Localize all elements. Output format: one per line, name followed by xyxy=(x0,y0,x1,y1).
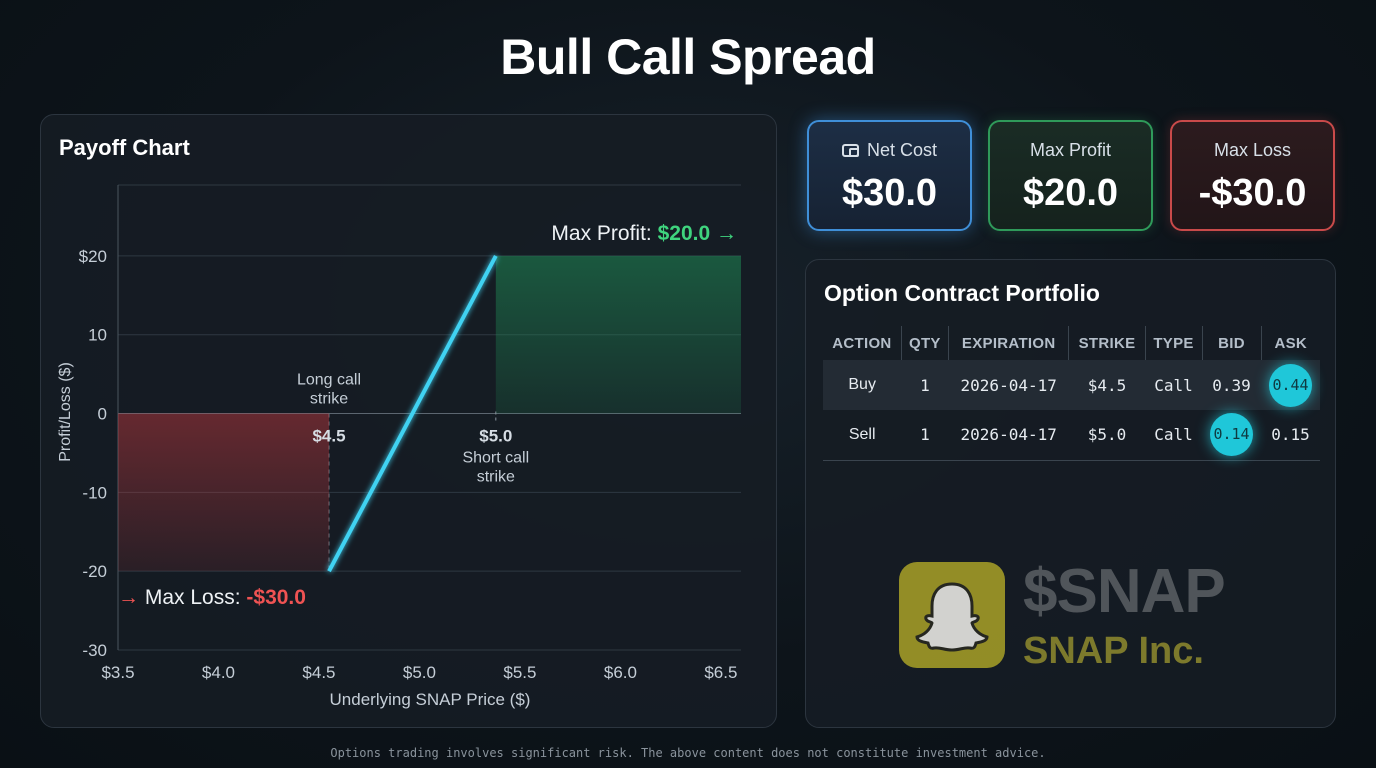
col-expiration: EXPIRATION xyxy=(947,326,1069,360)
cell-action: Sell xyxy=(823,410,902,461)
y-tick-label: 10 xyxy=(88,326,107,345)
cell-ask: 0.15 xyxy=(1261,410,1320,461)
page-title: Bull Call Spread xyxy=(500,29,876,85)
profit-area xyxy=(495,255,741,414)
max-profit-label: Max Profit xyxy=(1029,140,1112,160)
col-action: ACTION xyxy=(832,334,892,352)
col-ask: ASK xyxy=(1260,326,1320,360)
table-row[interactable]: Buy 1 2026-04-17 $4.5 Call 0.39 0.44 xyxy=(823,360,1320,410)
arrow-right-icon: → xyxy=(118,586,145,609)
cell-strike: $4.5 xyxy=(1068,360,1146,410)
y-tick-label: -10 xyxy=(82,483,107,502)
cell-bid: 0.39 xyxy=(1202,360,1261,410)
cell-qty: 1 xyxy=(901,410,949,461)
col-strike: STRIKE xyxy=(1068,326,1146,360)
x-axis-label: Underlying SNAP Price ($) xyxy=(330,690,531,709)
arrow-right-icon: → xyxy=(716,222,737,245)
long-strike-caption: strike xyxy=(310,391,348,408)
cell-type: Call xyxy=(1145,360,1203,410)
cell-qty: 1 xyxy=(901,360,949,410)
payoff-chart-panel: Payoff Chart Max Profit: $20.0 → → Max Lo… xyxy=(40,114,777,728)
y-tick-label: -20 xyxy=(82,562,107,581)
max-loss-annotation-label: Max Loss: xyxy=(145,586,247,609)
long-strike-caption: Long call xyxy=(297,372,361,389)
risk-disclaimer: Options trading involves significant ris… xyxy=(330,746,1046,760)
x-tick-label: $5.5 xyxy=(503,663,536,682)
x-tick-label: $6.0 xyxy=(604,663,637,682)
cell-type: Call xyxy=(1145,410,1203,461)
long-strike-price: $4.5 xyxy=(312,427,345,446)
loss-area xyxy=(118,413,330,572)
cell-expiration: 2026-04-17 xyxy=(948,360,1069,410)
option-portfolio-panel: Option Contract Portfolio ACTION QTY EXP… xyxy=(805,259,1336,728)
ghost-icon xyxy=(915,582,989,652)
col-type: TYPE xyxy=(1144,326,1203,360)
cell-action: Buy xyxy=(823,360,902,410)
col-qty: QTY xyxy=(900,326,949,360)
max-profit-annotation: Max Profit: $20.0 → xyxy=(551,222,737,245)
y-tick-label: $20 xyxy=(79,247,107,266)
cell-ask: 0.44 xyxy=(1261,360,1320,410)
short-strike-caption: strike xyxy=(477,469,515,486)
max-profit-value: $20.0 xyxy=(1022,172,1119,214)
x-tick-label: $4.0 xyxy=(202,663,235,682)
cell-expiration: 2026-04-17 xyxy=(948,410,1069,461)
max-profit-annotation-label: Max Profit: xyxy=(551,222,657,245)
max-loss-annotation: → Max Loss: -$30.0 xyxy=(118,586,306,609)
net-cost-card: Net Cost $30.0 xyxy=(807,120,972,231)
y-tick-label: -30 xyxy=(82,641,107,660)
portfolio-title: Option Contract Portfolio xyxy=(824,280,1100,306)
payoff-chart: Payoff Chart Max Profit: $20.0 →→ Max Lo… xyxy=(57,135,741,709)
net-cost-value: $30.0 xyxy=(841,172,938,214)
company-name: SNAP Inc. xyxy=(1023,630,1204,672)
net-cost-label-row: Net Cost xyxy=(809,140,970,161)
payoff-slope-line xyxy=(327,254,498,573)
max-profit-annotation-value: $20.0 xyxy=(658,222,716,245)
net-cost-label: Net Cost xyxy=(866,140,938,160)
col-bid: BID xyxy=(1201,326,1261,360)
bid-highlight: 0.14 xyxy=(1210,413,1254,457)
wallet-icon xyxy=(841,144,859,157)
snapchat-logo xyxy=(899,562,1005,668)
short-strike-price: $5.0 xyxy=(479,427,512,446)
x-tick-label: $4.5 xyxy=(302,663,335,682)
contracts-table: ACTION QTY EXPIRATION STRIKE TYPE BID AS… xyxy=(823,326,1320,461)
ticker-symbol: $SNAP xyxy=(1023,557,1226,626)
max-loss-value: -$30.0 xyxy=(1198,172,1307,214)
y-axis-label: Profit/Loss ($) xyxy=(57,362,74,462)
cell-strike: $5.0 xyxy=(1068,410,1146,461)
x-tick-label: $5.0 xyxy=(403,663,436,682)
short-strike-caption: Short call xyxy=(462,450,529,467)
max-loss-card: Max Loss -$30.0 xyxy=(1170,120,1335,231)
table-header-row: ACTION QTY EXPIRATION STRIKE TYPE BID AS… xyxy=(823,326,1320,360)
max-loss-annotation-value: -$30.0 xyxy=(246,586,306,609)
max-loss-label: Max Loss xyxy=(1213,140,1292,160)
table-row[interactable]: Sell 1 2026-04-17 $5.0 Call 0.14 0.15 xyxy=(823,410,1320,461)
chart-title: Payoff Chart xyxy=(59,135,190,160)
cell-bid: 0.14 xyxy=(1202,410,1261,461)
ask-highlight: 0.44 xyxy=(1269,363,1312,407)
max-profit-card: Max Profit $20.0 xyxy=(988,120,1153,231)
x-tick-label: $3.5 xyxy=(101,663,134,682)
y-tick-label: 0 xyxy=(98,405,107,424)
x-tick-label: $6.5 xyxy=(704,663,737,682)
